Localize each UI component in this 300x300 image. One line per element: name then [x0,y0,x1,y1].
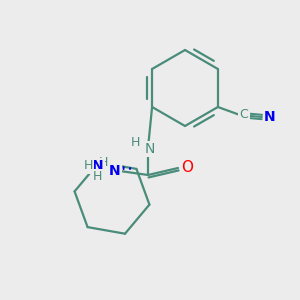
Polygon shape [97,160,113,172]
Text: N: N [109,164,121,178]
Text: N: N [264,110,276,124]
Text: H: H [130,136,140,148]
Text: H: H [93,170,102,183]
Text: H: H [84,159,93,172]
Text: O: O [181,160,193,175]
Text: N: N [92,159,103,173]
Text: N: N [145,142,155,156]
Text: C: C [239,109,248,122]
Text: H: H [98,157,108,169]
